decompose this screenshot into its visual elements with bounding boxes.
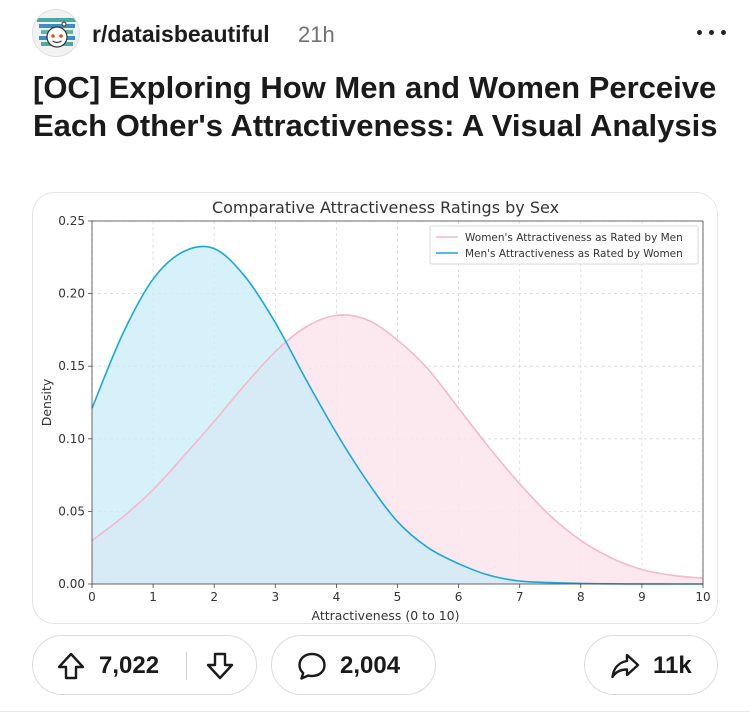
legend-label: Women's Attractiveness as Rated by Men [465, 232, 683, 244]
x-tick-label: 3 [271, 590, 279, 604]
x-tick-label: 7 [516, 590, 524, 604]
x-tick-label: 1 [149, 590, 157, 604]
post-title[interactable]: [OC] Exploring How Men and Women Perceiv… [33, 70, 718, 143]
y-tick-label: 0.00 [58, 577, 85, 591]
share-arrow-icon [611, 653, 640, 679]
comment-button[interactable]: 2,004 [271, 635, 436, 695]
x-tick-label: 5 [394, 590, 402, 604]
bottom-divider [0, 711, 750, 712]
density-chart: 0 1 2 3 4 5 6 7 8 9 10 0.00 0.05 0.10 0.15 0.20 0.25 Comp… [39, 198, 711, 623]
y-axis-label: Density [39, 378, 54, 426]
subreddit-name[interactable]: r/dataisbeautiful [92, 21, 270, 47]
vote-divider [186, 652, 187, 680]
share-count: 11k [653, 652, 692, 679]
x-tick-label: 6 [455, 590, 463, 604]
vote-group: 7,022 [32, 635, 257, 695]
share-button[interactable]: 11k [584, 635, 718, 695]
y-tick-label: 0.10 [58, 432, 85, 446]
speech-bubble-icon [298, 652, 326, 680]
y-tick-label: 0.25 [58, 214, 85, 228]
chart-title: Comparative Attractiveness Ratings by Se… [212, 198, 559, 217]
men-series-area [92, 246, 703, 585]
legend-label: Men's Attractiveness as Rated by Women [465, 248, 683, 260]
y-tick-label: 0.05 [58, 504, 85, 518]
x-axis-label: Attractiveness (0 to 10) [312, 608, 460, 623]
y-tick-label: 0.15 [58, 359, 85, 373]
post-header: r/dataisbeautiful 21h [32, 9, 730, 57]
subreddit-avatar-icon[interactable] [32, 9, 80, 57]
x-tick-label: 9 [638, 590, 646, 604]
more-horizontal-icon[interactable] [694, 17, 730, 47]
y-tick-label: 0.20 [58, 287, 85, 301]
x-tick-label: 10 [695, 590, 710, 604]
x-tick-label: 2 [210, 590, 218, 604]
comment-count: 2,004 [340, 652, 401, 679]
x-tick-label: 8 [577, 590, 585, 604]
women-series-line [91, 314, 704, 579]
post-age: 21h [298, 22, 335, 47]
legend-box [429, 225, 699, 265]
x-tick-label: 4 [333, 590, 341, 604]
chart-image[interactable]: 0 1 2 3 4 5 6 7 8 9 10 0.00 0.05 0.10 0.15 0.20 0.25 Comp… [32, 192, 718, 624]
arrow-up-icon[interactable] [55, 650, 87, 682]
x-tick-label: 0 [88, 590, 96, 604]
arrow-down-icon[interactable] [204, 650, 236, 682]
upvote-count: 7,022 [99, 652, 160, 679]
